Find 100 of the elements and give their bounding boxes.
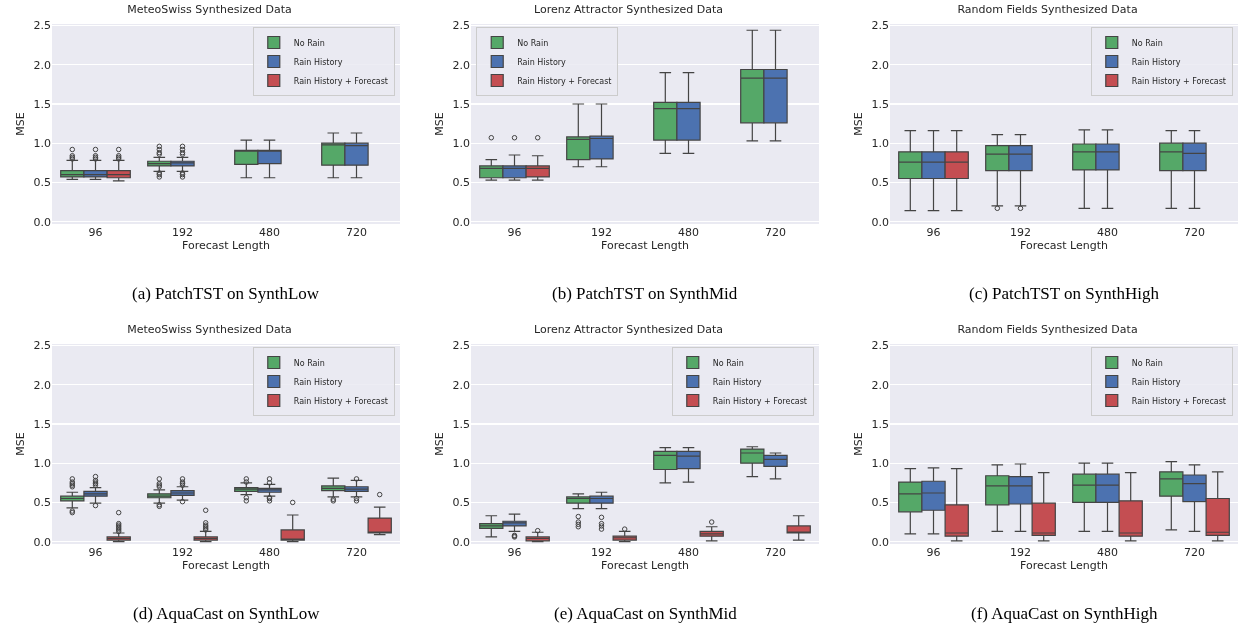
legend-label: Rain History — [293, 57, 343, 67]
x-tick-label: 720 — [765, 226, 786, 239]
chart-title: Lorenz Attractor Synthesized Data — [534, 2, 723, 16]
legend-label: Rain History + Forecast — [712, 396, 808, 406]
x-tick-label: 192 — [172, 546, 193, 559]
x-tick-label: 96 — [507, 546, 522, 559]
x-tick-label: 720 — [346, 226, 367, 239]
x-axis-title: Forecast Length — [182, 559, 271, 572]
x-tick-label: 480 — [259, 546, 280, 559]
y-tick-label: 1.0 — [452, 457, 470, 471]
y-tick-label: 0.0 — [871, 215, 889, 229]
legend-label: No Rain — [1131, 38, 1163, 48]
x-tick-label: 96 — [88, 226, 103, 239]
y-tick-label: 1.0 — [871, 457, 889, 471]
legend-label: Rain History — [712, 377, 762, 387]
x-tick-label: 480 — [1097, 226, 1118, 239]
text: (c) PatchTST on SynthHigh — [969, 284, 1160, 303]
y-tick-label: 0.5 — [871, 496, 889, 510]
y-tick-label: 1.5 — [871, 417, 889, 431]
x-tick-label: 192 — [172, 226, 193, 239]
legend-label: No Rain — [517, 38, 549, 48]
legend-label: No Rain — [1131, 358, 1163, 368]
x-axis-title: Forecast Length — [1020, 239, 1109, 252]
y-axis-title: MSE — [433, 432, 447, 456]
chart-title: Random Fields Synthesized Data — [957, 2, 1138, 16]
x-tick-label: 480 — [678, 546, 699, 559]
y-tick-label: 2.0 — [452, 378, 470, 392]
chart-title: Lorenz Attractor Synthesized Data — [534, 322, 723, 336]
y-axis-title: MSE — [433, 112, 447, 136]
x-tick-label: 192 — [591, 546, 612, 559]
legend-label: Rain History + Forecast — [1131, 396, 1227, 406]
y-tick-label: 1.5 — [452, 97, 470, 111]
y-tick-label: 1.5 — [33, 97, 51, 111]
legend-label: No Rain — [293, 38, 325, 48]
legend-label: No Rain — [293, 358, 325, 368]
text: (f) AquaCast on SynthHigh — [971, 604, 1159, 623]
y-tick-label: 1.5 — [452, 417, 470, 431]
x-axis-title: Forecast Length — [1020, 559, 1109, 572]
x-tick-label: 720 — [346, 546, 367, 559]
text: (a) PatchTST on SynthLow — [132, 284, 320, 303]
y-tick-label: 0.0 — [452, 215, 470, 229]
y-tick-label: 0.5 — [33, 496, 51, 510]
legend-label: Rain History + Forecast — [1131, 76, 1227, 86]
x-tick-label: 96 — [507, 226, 522, 239]
y-axis-title: MSE — [14, 432, 28, 456]
x-tick-label: 720 — [765, 546, 786, 559]
x-axis-title: Forecast Length — [182, 239, 271, 252]
chart-title: Random Fields Synthesized Data — [957, 322, 1138, 336]
legend-label: Rain History + Forecast — [293, 76, 389, 86]
y-tick-label: 0.0 — [871, 535, 889, 549]
legend-label: No Rain — [712, 358, 744, 368]
y-tick-label: 1.0 — [871, 137, 889, 151]
chart-title: MeteoSwiss Synthesized Data — [127, 2, 292, 16]
x-tick-label: 96 — [926, 226, 941, 239]
y-tick-label: 0.5 — [871, 176, 889, 190]
x-tick-label: 96 — [926, 546, 941, 559]
legend-label: Rain History — [293, 377, 343, 387]
y-tick-label: 2.0 — [871, 58, 889, 72]
x-tick-label: 192 — [1010, 546, 1031, 559]
y-tick-label: 2.5 — [452, 19, 470, 33]
y-tick-label: 0.0 — [33, 535, 51, 549]
text: (b) PatchTST on SynthMid — [552, 284, 738, 303]
x-tick-label: 192 — [591, 226, 612, 239]
text: (d) AquaCast on SynthLow — [133, 604, 321, 623]
y-tick-label: 1.0 — [33, 457, 51, 471]
y-tick-label: 0.5 — [33, 176, 51, 190]
x-axis-title: Forecast Length — [601, 239, 690, 252]
y-axis-title: MSE — [14, 112, 28, 136]
x-tick-label: 480 — [259, 226, 280, 239]
x-tick-label: 480 — [1097, 546, 1118, 559]
y-tick-label: 2.5 — [452, 339, 470, 353]
y-tick-label: 2.5 — [871, 19, 889, 33]
x-tick-label: 720 — [1184, 546, 1205, 559]
y-tick-label: 2.0 — [33, 378, 51, 392]
y-tick-label: 2.0 — [452, 58, 470, 72]
y-axis-title: MSE — [852, 112, 866, 136]
y-tick-label: 2.5 — [871, 339, 889, 353]
y-tick-label: 2.0 — [33, 58, 51, 72]
y-tick-label: 1.5 — [871, 97, 889, 111]
x-tick-label: 480 — [678, 226, 699, 239]
y-tick-label: 0.5 — [452, 176, 470, 190]
x-tick-label: 192 — [1010, 226, 1031, 239]
y-axis-title: MSE — [852, 432, 866, 456]
legend-label: Rain History + Forecast — [293, 396, 389, 406]
x-tick-label: 96 — [88, 546, 103, 559]
legend-label: Rain History + Forecast — [517, 76, 612, 86]
x-axis-title: Forecast Length — [601, 559, 690, 572]
chart-title: MeteoSwiss Synthesized Data — [127, 322, 292, 336]
y-tick-label: 2.5 — [33, 19, 51, 33]
y-tick-label: 1.0 — [33, 137, 51, 151]
y-tick-label: 1.5 — [33, 417, 51, 431]
text: (e) AquaCast on SynthMid — [554, 604, 738, 623]
legend-label: Rain History — [1131, 57, 1181, 67]
y-tick-label: 0.5 — [452, 496, 470, 510]
y-tick-label: 2.0 — [871, 378, 889, 392]
y-tick-label: 0.0 — [452, 535, 470, 549]
y-tick-label: 2.5 — [33, 339, 51, 353]
x-tick-label: 720 — [1184, 226, 1205, 239]
y-tick-label: 0.0 — [33, 215, 51, 229]
legend-label: Rain History — [517, 57, 567, 67]
